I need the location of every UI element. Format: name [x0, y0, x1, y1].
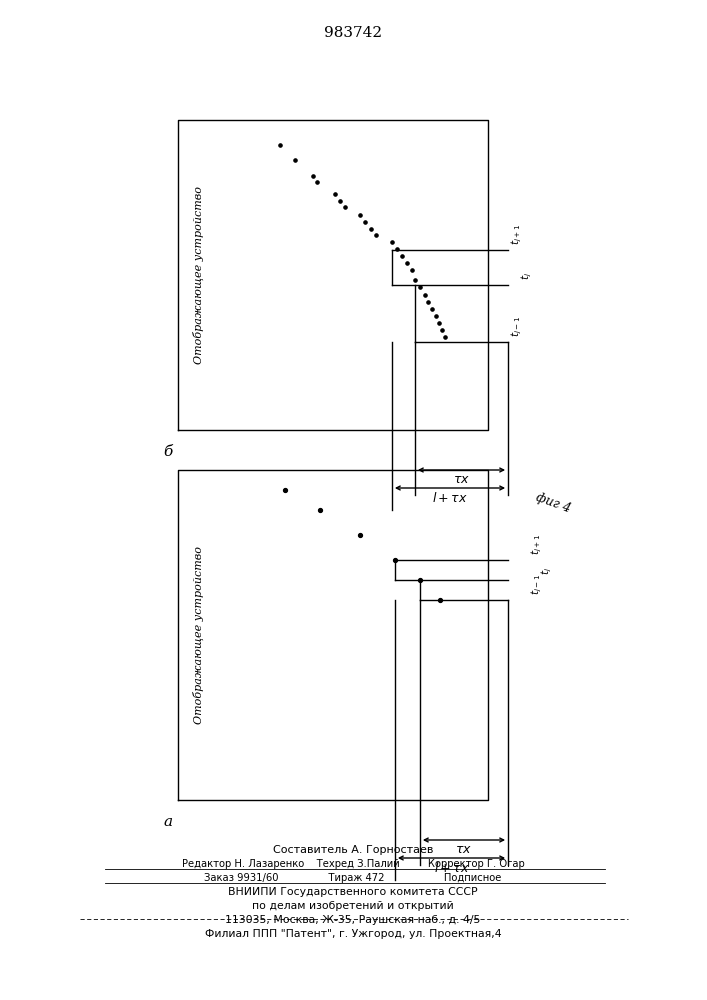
Text: $t_{j+1}$: $t_{j+1}$ [530, 534, 544, 555]
Text: $t_j$: $t_j$ [520, 272, 534, 280]
Text: фиг 4: фиг 4 [534, 491, 572, 515]
Text: по делам изобретений и открытий: по делам изобретений и открытий [252, 901, 454, 911]
Text: б: б [164, 445, 173, 459]
Text: Составитель А. Горностаев: Составитель А. Горностаев [273, 845, 433, 855]
Text: Филиал ППП "Патент", г. Ужгород, ул. Проектная,4: Филиал ППП "Патент", г. Ужгород, ул. Про… [205, 929, 501, 939]
Text: Отображающее устройство: Отображающее устройство [192, 546, 204, 724]
Text: 113035, Москва, Ж-35, Раушская наб., д. 4/5: 113035, Москва, Ж-35, Раушская наб., д. … [226, 915, 481, 925]
Text: Редактор Н. Лазаренко    Техред З.Палий         Корректор Г. Огар: Редактор Н. Лазаренко Техред З.Палий Кор… [182, 859, 525, 869]
Text: Заказ 9931/60                Тираж 472                   Подписное: Заказ 9931/60 Тираж 472 Подписное [204, 873, 502, 883]
Text: $t_{j+1}$: $t_{j+1}$ [510, 224, 525, 245]
Text: $t_{j-1}$: $t_{j-1}$ [510, 316, 525, 337]
Text: $t_j$: $t_j$ [540, 567, 554, 575]
Text: $\mathit{\tau x}$: $\mathit{\tau x}$ [455, 843, 472, 856]
Text: $t_{j-1}$: $t_{j-1}$ [530, 574, 544, 595]
Text: Отображающее устройство: Отображающее устройство [192, 186, 204, 364]
Text: $\mathit{l+\tau x}$: $\mathit{l+\tau x}$ [432, 491, 468, 505]
Text: $\mathit{\tau x}$: $\mathit{\tau x}$ [453, 473, 470, 486]
Text: ВНИИПИ Государственного комитета СССР: ВНИИПИ Государственного комитета СССР [228, 887, 478, 897]
Text: 983742: 983742 [324, 26, 382, 40]
Text: $\mathit{l+\tau x}$: $\mathit{l+\tau x}$ [433, 861, 469, 875]
Text: а: а [164, 815, 173, 829]
